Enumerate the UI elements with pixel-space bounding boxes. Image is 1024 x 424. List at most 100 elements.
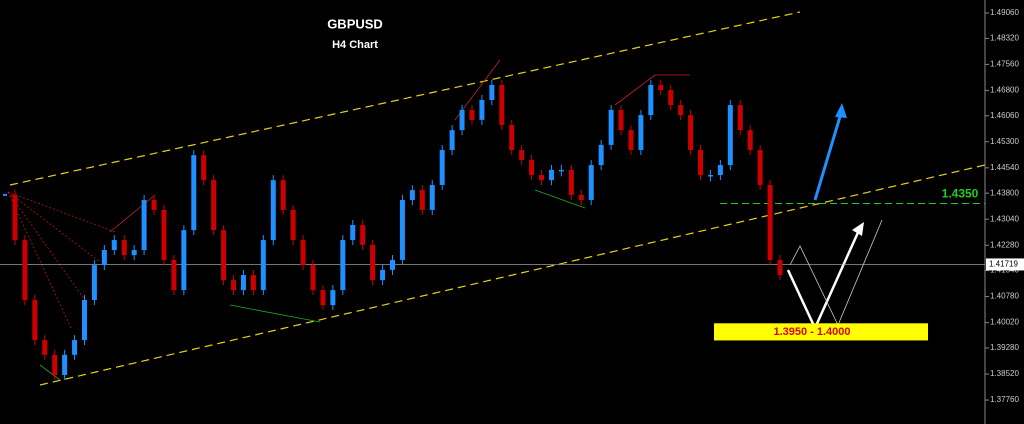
current-price-box	[986, 258, 1024, 271]
candle	[707, 175, 713, 177]
candle	[608, 109, 614, 145]
arrow-head	[852, 222, 864, 236]
candle	[101, 250, 107, 266]
candle	[181, 230, 187, 291]
candle	[548, 169, 554, 181]
candle	[290, 209, 296, 241]
y-tick-label: 1.47560	[990, 59, 1019, 68]
candle	[727, 105, 733, 166]
projection-arrow	[789, 219, 883, 326]
level-label: 1.4350	[942, 187, 979, 201]
candle	[648, 84, 654, 116]
candle	[519, 150, 525, 160]
candle	[260, 240, 266, 291]
candle	[3, 193, 7, 196]
candle	[668, 90, 674, 106]
target-zone	[714, 323, 928, 341]
y-tick-label: 1.46060	[990, 111, 1019, 120]
candle	[330, 290, 336, 306]
candle	[72, 340, 78, 355]
candle	[320, 290, 326, 306]
y-tick-label: 1.49060	[990, 8, 1019, 17]
candle	[380, 269, 386, 281]
channel-upper	[9, 11, 801, 186]
candle	[539, 175, 545, 181]
candle	[578, 194, 584, 201]
candle	[568, 169, 574, 195]
candle	[469, 109, 475, 120]
candle	[280, 180, 286, 210]
candle	[688, 115, 694, 151]
candle	[409, 190, 415, 201]
candle	[370, 244, 376, 281]
candle	[310, 265, 316, 291]
chart-title: GBPUSD	[327, 16, 383, 31]
candle	[340, 240, 346, 291]
y-tick-label: 1.46800	[990, 86, 1019, 95]
y-tick-label: 1.37760	[990, 395, 1019, 404]
candle	[390, 259, 395, 270]
candle	[509, 125, 515, 151]
candle	[479, 100, 485, 120]
y-tick-label: 1.43800	[990, 188, 1019, 197]
candle	[419, 190, 425, 210]
candle	[121, 240, 127, 256]
y-tick-label: 1.44540	[990, 163, 1019, 172]
candle	[161, 209, 167, 260]
candle	[777, 259, 783, 276]
y-tick-label: 1.38520	[990, 369, 1019, 378]
candle	[62, 354, 68, 376]
candle	[628, 130, 634, 151]
current-price-label: 1.41719	[989, 260, 1018, 269]
projection-arrow	[813, 109, 844, 201]
candle	[360, 225, 366, 245]
candle	[111, 240, 117, 251]
candle	[638, 115, 644, 151]
candle	[499, 84, 505, 126]
y-tick-label: 1.40020	[990, 318, 1019, 327]
candle	[12, 194, 18, 241]
candle	[300, 240, 306, 266]
candle	[678, 105, 684, 116]
y-tick-label: 1.43040	[990, 214, 1019, 223]
candle	[459, 109, 465, 131]
candle	[151, 200, 157, 210]
candle	[747, 130, 753, 151]
candle	[221, 230, 227, 281]
candle	[558, 169, 564, 172]
y-tick-label: 1.39280	[990, 343, 1019, 352]
candle	[588, 165, 594, 201]
candle	[598, 144, 604, 166]
candle	[429, 184, 435, 210]
candle	[91, 265, 97, 301]
candle	[767, 184, 773, 260]
candle	[717, 165, 723, 176]
candle	[399, 200, 405, 260]
y-tick-label: 1.48320	[990, 33, 1019, 42]
candle	[439, 150, 445, 185]
candle	[737, 105, 743, 131]
candle	[131, 250, 137, 256]
candle	[211, 180, 217, 231]
candle	[141, 200, 147, 251]
candle	[240, 275, 246, 291]
y-tick-label: 1.45300	[990, 137, 1019, 146]
candle	[698, 150, 704, 176]
candle	[618, 109, 624, 131]
y-tick-label: 1.42280	[990, 240, 1019, 249]
candle	[201, 155, 207, 181]
candle	[42, 340, 48, 355]
y-tick-label: 1.40780	[990, 292, 1019, 301]
arrow-head	[835, 103, 847, 118]
channel-lower	[39, 164, 986, 386]
candle	[489, 84, 495, 101]
candle	[32, 300, 38, 341]
candle	[231, 280, 237, 291]
candle	[171, 259, 177, 291]
candle	[658, 84, 664, 91]
candle	[350, 225, 356, 241]
candle	[81, 300, 87, 341]
